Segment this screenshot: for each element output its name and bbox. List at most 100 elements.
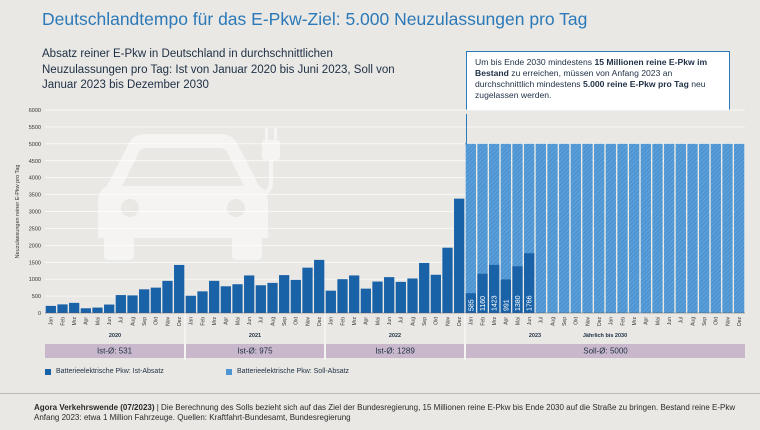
- x-tick-label: Aug: [690, 317, 696, 326]
- x-tick-label: Apr: [504, 317, 510, 325]
- x-tick-label: Jul: [119, 317, 125, 323]
- x-tick-label: Okt: [714, 316, 720, 324]
- car-wheel-left: [104, 236, 134, 260]
- charger-cable: [261, 160, 273, 196]
- x-tick-label: Jan: [329, 317, 335, 325]
- ist-bar: [162, 280, 173, 313]
- y-tick-label: 1500: [29, 260, 41, 266]
- car-window: [122, 148, 244, 186]
- ist-bar: [325, 290, 336, 313]
- x-tick-label: Nov: [165, 317, 171, 326]
- x-tick-label: Jul: [399, 317, 405, 323]
- legend-ist: Batterieelektrische Pkw: Ist-Absatz: [45, 368, 164, 375]
- x-tick-label: Jul: [259, 317, 265, 323]
- y-tick-label: 6000: [29, 108, 41, 114]
- ist-bar: [372, 281, 383, 313]
- soll-bar: [547, 143, 558, 313]
- ist-bar: [290, 279, 301, 313]
- soll-bar: [594, 143, 605, 313]
- ist-bar: [115, 295, 126, 313]
- x-tick-label: Aug: [550, 317, 556, 326]
- x-tick-label: Nov: [585, 317, 591, 326]
- year-label: 2021: [249, 333, 261, 339]
- callout-text-3: neu zugelassen werden.: [475, 79, 706, 100]
- soll-bar: [640, 143, 651, 313]
- avg-band-label: Ist-Ø: 1289: [375, 347, 415, 356]
- ist-bar: [267, 282, 278, 313]
- soll-bar: [535, 143, 546, 313]
- x-tick-label: Jan: [609, 317, 615, 325]
- soll-bar: [570, 143, 581, 313]
- x-tick-label: Jan: [189, 317, 195, 325]
- target-callout: Um bis Ende 2030 mindestens 15 Millionen…: [466, 51, 730, 114]
- x-tick-label: Aug: [270, 317, 276, 326]
- y-tick-label: 3000: [29, 210, 41, 216]
- bar-value-label: 1423: [492, 295, 499, 311]
- soll-bar: [664, 143, 675, 313]
- soll-period-label: Jährlich bis 2030: [583, 333, 627, 339]
- ist-bar: [442, 247, 453, 313]
- car-wheel-right: [232, 236, 262, 260]
- x-tick-label: Feb: [340, 317, 346, 326]
- x-tick-label: Feb: [60, 317, 66, 326]
- x-tick-label: Sep: [562, 317, 568, 326]
- avg-band-soll-label: Soll-Ø: 5000: [583, 347, 628, 356]
- ist-bar: [302, 267, 313, 313]
- x-tick-label: Dez: [597, 317, 603, 326]
- avg-band: [45, 344, 184, 358]
- ist-bar: [360, 288, 371, 313]
- x-tick-label: Apr: [644, 317, 650, 325]
- ist-bar: [232, 284, 243, 313]
- x-tick-label: Okt: [434, 316, 440, 324]
- x-tick-label: Mai: [235, 317, 241, 325]
- ist-bar: [150, 287, 161, 313]
- soll-bar: [524, 143, 535, 313]
- y-tick-label: 2000: [29, 243, 41, 249]
- soll-bar: [629, 143, 640, 313]
- x-tick-label: Mrz: [352, 317, 358, 326]
- x-tick-label: Mai: [515, 317, 521, 325]
- bar-value-label: 1160: [480, 296, 487, 311]
- y-tick-label: 5500: [29, 125, 41, 131]
- charger-pin-left: [265, 128, 268, 141]
- y-tick-label: 4500: [29, 159, 41, 165]
- ist-bar: [209, 280, 220, 313]
- ist-bar: [69, 302, 80, 313]
- legend-ist-swatch: [45, 368, 51, 375]
- ist-bar: [104, 304, 115, 313]
- y-axis-label: Neuzulassungen reiner E-Pkw pro Tag: [15, 165, 21, 259]
- ist-bar: [92, 307, 103, 313]
- x-tick-label: Jun: [667, 317, 673, 325]
- x-tick-label: Okt: [294, 316, 300, 324]
- soll-bar: [699, 143, 710, 313]
- x-tick-label: Jun: [527, 317, 533, 325]
- avg-band-soll: [466, 344, 745, 358]
- avg-band: [326, 344, 464, 358]
- x-tick-label: Feb: [480, 317, 486, 326]
- soll-bar: [477, 143, 488, 313]
- x-tick-label: Mrz: [492, 317, 498, 326]
- ist-bar: [512, 266, 523, 313]
- charger-plug: [262, 140, 280, 160]
- y-tick-label: 500: [32, 294, 41, 300]
- soll-bar: [710, 143, 721, 313]
- x-tick-label: Mai: [655, 317, 661, 325]
- ist-bar: [524, 253, 535, 313]
- callout-text-1: Um bis Ende 2030 mindestens: [475, 57, 595, 67]
- x-tick-label: Sep: [282, 317, 288, 326]
- ist-bar: [430, 274, 441, 313]
- year-label: 2022: [389, 333, 401, 339]
- x-tick-label: Nov: [445, 317, 451, 326]
- bar-chart: 0 500 1000 1500 2000 2500 3000 3500 4000 4500 5000…: [15, 108, 745, 360]
- x-tick-label: Dez: [737, 317, 743, 326]
- x-tick-label: Okt: [154, 316, 160, 324]
- x-tick-label: Mai: [95, 317, 101, 325]
- ist-bar: [407, 278, 418, 313]
- x-tick-label: Jul: [679, 317, 685, 323]
- soll-bar: [489, 143, 500, 313]
- legend-ist-label: Batterieelektrische Pkw: Ist-Absatz: [56, 368, 164, 375]
- x-tick-label: Apr: [84, 317, 90, 325]
- x-tick-label: Mrz: [212, 317, 218, 326]
- y-tick-label: 3500: [29, 193, 41, 199]
- x-tick-label: Dez: [457, 317, 463, 326]
